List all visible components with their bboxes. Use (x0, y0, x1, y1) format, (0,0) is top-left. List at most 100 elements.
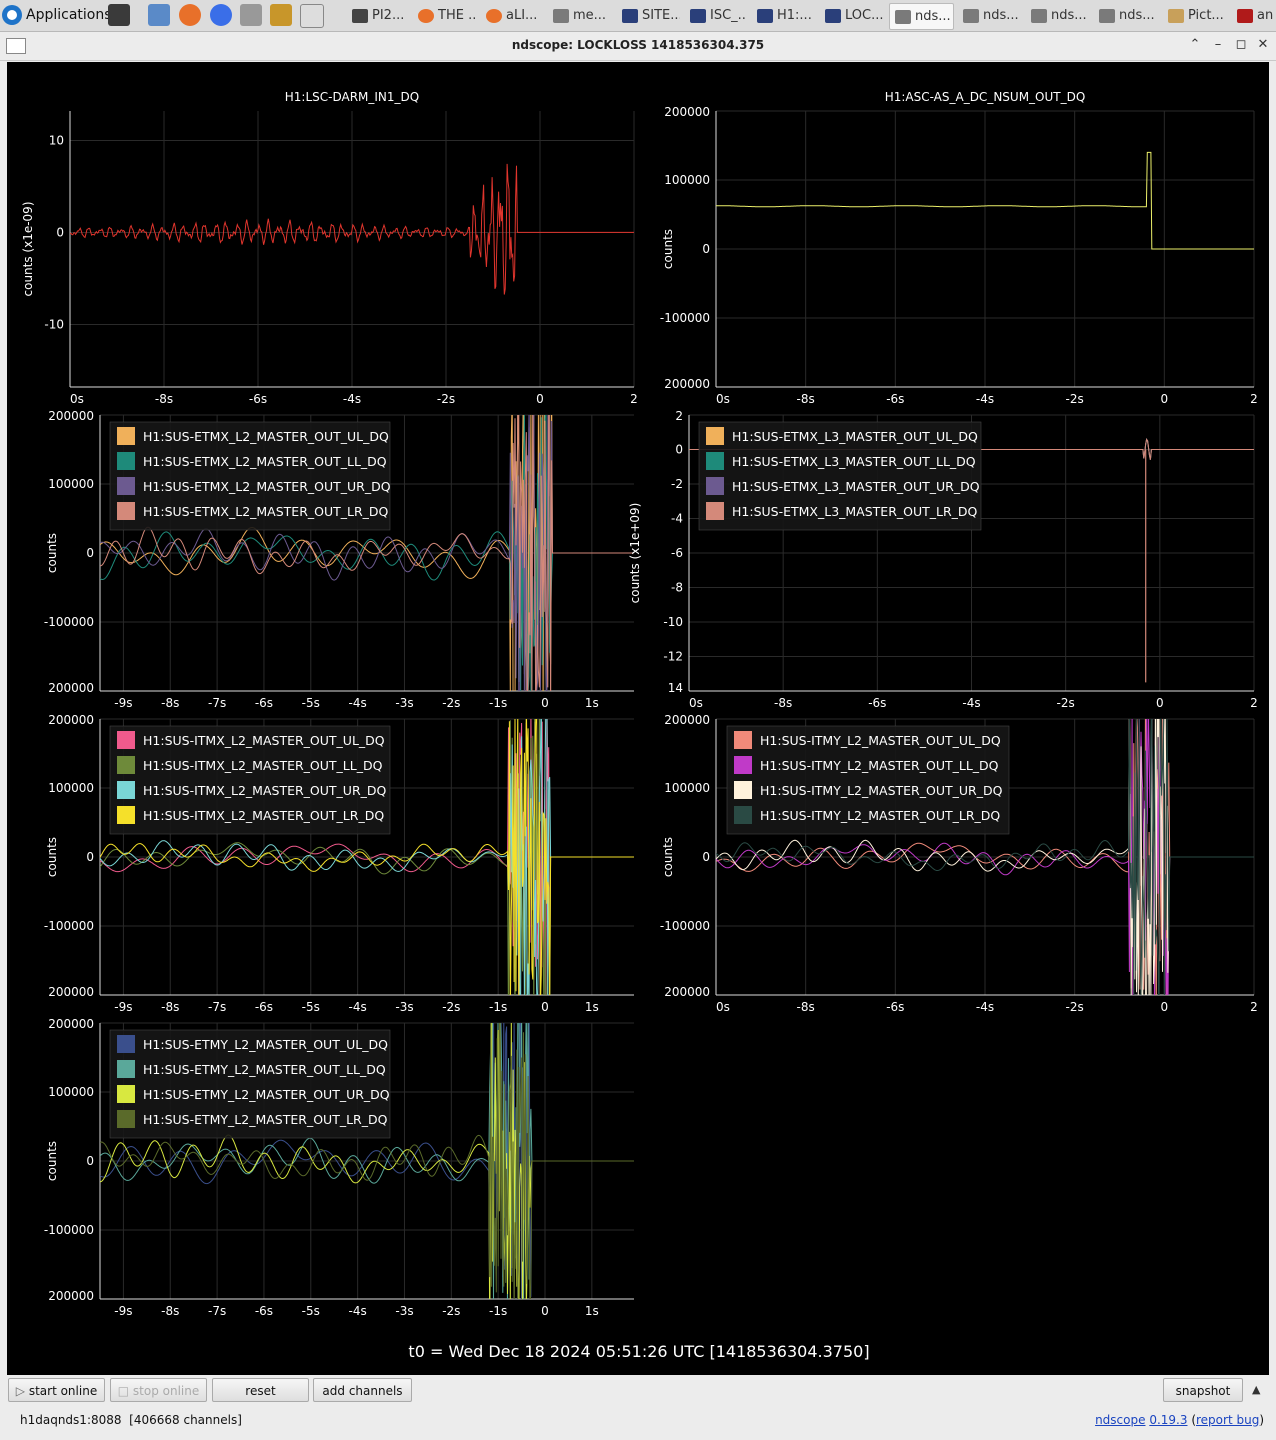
text-editor-launcher-icon[interactable] (300, 4, 324, 28)
legend-entry[interactable]: H1:SUS-ETMX_L2_MASTER_OUT_LR_DQ (143, 504, 389, 519)
x-tick-label: 0 (1161, 392, 1169, 406)
y-tick-label: 0 (702, 242, 710, 256)
plot-panel[interactable]: 0s -8s -6s -4s -2s 0 2 200000 100000 0 -100000 2000… (660, 688, 1258, 1028)
x-tick-label: 0s (689, 696, 703, 710)
taskbar-task[interactable]: PI2... (347, 3, 409, 28)
legend-entry[interactable]: H1:SUS-ETMX_L3_MASTER_OUT_UL_DQ (732, 429, 978, 444)
series-trace (716, 719, 1254, 995)
plot-panel[interactable]: -9s -8s -7s -6s -5s -4s -3s -2s -1s 0 1s 200000 1000… (44, 382, 634, 725)
series-trace (100, 719, 634, 995)
taskbar-task[interactable]: THE ... (413, 3, 476, 28)
plot-panel[interactable]: H1:LSC-DARM_IN1_DQ 0s -8s -6s -4s -2s 0 2 10 0 -10… (21, 90, 638, 406)
taskbar-task[interactable]: nds... (958, 3, 1021, 28)
legend-entry[interactable]: H1:SUS-ITMX_L2_MASTER_OUT_LL_DQ (143, 758, 383, 773)
legend-entry[interactable]: H1:SUS-ETMY_L2_MASTER_OUT_UR_DQ (143, 1087, 390, 1102)
y-tick-label: 200000 (48, 1289, 94, 1303)
users-launcher-icon[interactable] (270, 4, 292, 26)
legend-entry[interactable]: H1:SUS-ETMY_L2_MASTER_OUT_LL_DQ (143, 1062, 386, 1077)
x-tick-label: -2s (437, 392, 455, 406)
stop-icon: □ (117, 1384, 133, 1398)
legend-entry[interactable]: H1:SUS-ETMX_L3_MASTER_OUT_LL_DQ (732, 454, 976, 469)
x-tick-label: 1s (585, 1000, 599, 1014)
share-launcher-icon[interactable] (240, 4, 262, 26)
maximize-icon[interactable]: ◻ (1235, 37, 1247, 52)
minimize-icon[interactable]: – (1214, 37, 1222, 52)
legend-swatch (117, 806, 135, 824)
shade-up-icon[interactable]: ⌃ (1189, 37, 1201, 52)
applications-menu[interactable]: Applications (2, 3, 112, 27)
legend-entry[interactable]: H1:SUS-ITMY_L2_MASTER_OUT_LL_DQ (760, 758, 999, 773)
chromium-launcher-icon[interactable] (210, 4, 232, 26)
window-title: ndscope: LOCKLOSS 1418536304.375 (511, 38, 765, 52)
taskbar-task-label: me... (573, 8, 607, 23)
legend-swatch (117, 781, 135, 799)
legend-entry[interactable]: H1:SUS-ETMY_L2_MASTER_OUT_LR_DQ (143, 1112, 388, 1127)
taskbar-task[interactable]: an (1232, 3, 1276, 28)
taskbar-task[interactable]: SITE... (617, 3, 680, 28)
y-axis-label: counts (45, 1141, 59, 1181)
x-tick-label: -3s (395, 1000, 413, 1014)
monitor-icon (622, 8, 638, 23)
y-tick-label: 2 (675, 409, 683, 423)
monitor-icon (757, 8, 773, 23)
firefox-icon (418, 8, 434, 23)
x-tick-label: -7s (208, 696, 226, 710)
window-icon (963, 8, 979, 23)
legend-entry[interactable]: H1:SUS-ITMX_L2_MASTER_OUT_UR_DQ (143, 783, 387, 798)
start-online-button[interactable]: ▷ start online (8, 1378, 105, 1402)
x-tick-label: 2 (1250, 392, 1258, 406)
report-bug-link[interactable]: report bug (1196, 1413, 1260, 1427)
x-tick-label: -4s (343, 392, 361, 406)
taskbar-task[interactable]: nds... (1094, 3, 1157, 28)
legend-entry[interactable]: H1:SUS-ETMX_L3_MASTER_OUT_LR_DQ (732, 504, 978, 519)
taskbar-task[interactable]: me... (548, 3, 611, 28)
version-link[interactable]: 0.19.3 (1149, 1413, 1188, 1427)
x-tick-label: -2s (1066, 392, 1084, 406)
close-icon[interactable]: ✕ (1257, 37, 1269, 52)
y-tick-label: 0 (86, 546, 94, 560)
plot-panel[interactable]: -9s -8s -7s -6s -5s -4s -3s -2s -1s 0 1s 200000 1000… (44, 687, 634, 1028)
taskbar-task[interactable]: aLI... (481, 3, 543, 28)
x-tick-label: 2 (1250, 696, 1258, 710)
ndscope-link[interactable]: ndscope (1095, 1413, 1146, 1427)
plots-canvas[interactable]: H1:LSC-DARM_IN1_DQ 0s -8s -6s -4s -2s 0 2 10 0 -10… (7, 62, 1269, 1375)
taskbar-task[interactable]: ISC_... (685, 3, 747, 28)
legend-entry[interactable]: H1:SUS-ITMX_L2_MASTER_OUT_UL_DQ (143, 733, 385, 748)
legend-entry[interactable]: H1:SUS-ETMX_L3_MASTER_OUT_UR_DQ (732, 479, 980, 494)
panel-expand-icon[interactable]: ▲ (1252, 1383, 1261, 1396)
stop-online-button[interactable]: □ stop online (110, 1378, 207, 1402)
firefox-launcher-icon[interactable] (179, 4, 201, 26)
legend-entry[interactable]: H1:SUS-ETMX_L2_MASTER_OUT_UL_DQ (143, 429, 389, 444)
plot-panel[interactable]: 0s -8s -6s -4s -2s 0 2 2 0 -2 -4 -6 -8 -10 -12 14 counts… (628, 409, 1258, 710)
x-tick-label: 2 (1250, 1000, 1258, 1014)
taskbar-task[interactable]: nds... (1026, 3, 1089, 28)
taskbar-task-label: THE ... (438, 8, 476, 23)
taskbar-task[interactable]: H1:... (752, 3, 815, 28)
add-channels-button[interactable]: add channels (313, 1378, 412, 1402)
snapshot-button[interactable]: snapshot (1163, 1378, 1243, 1402)
plot-panel[interactable]: -9s -8s -7s -6s -5s -4s -3s -2s -1s 0 1s 200000 1000… (44, 994, 634, 1332)
legend-entry[interactable]: H1:SUS-ITMY_L2_MASTER_OUT_UR_DQ (760, 783, 1003, 798)
legend-entry[interactable]: H1:SUS-ETMY_L2_MASTER_OUT_UL_DQ (143, 1037, 388, 1052)
plot-panel[interactable]: H1:ASC-AS_A_DC_NSUM_OUT_DQ 0s -8s -6s -4s -2s… (660, 90, 1258, 406)
file-manager-launcher-icon[interactable] (148, 4, 170, 26)
taskbar-task[interactable]: nds... (889, 3, 954, 30)
taskbar-task-label: Pict... (1188, 8, 1224, 23)
series-trace (100, 719, 634, 995)
x-tick-label: -1s (489, 1304, 507, 1318)
legend-entry[interactable]: H1:SUS-ITMY_L2_MASTER_OUT_UL_DQ (760, 733, 1001, 748)
window-menu-icon[interactable] (6, 38, 26, 54)
legend-entry[interactable]: H1:SUS-ETMX_L2_MASTER_OUT_UR_DQ (143, 479, 391, 494)
x-tick-label: 0 (1156, 696, 1164, 710)
play-icon: ▷ (15, 1384, 29, 1398)
taskbar-task[interactable]: Pict... (1163, 3, 1226, 28)
taskbar-task-label: ISC_... (710, 8, 747, 23)
legend-entry[interactable]: H1:SUS-ETMX_L2_MASTER_OUT_LL_DQ (143, 454, 387, 469)
x-tick-label: 0s (716, 1000, 730, 1014)
legend-entry[interactable]: H1:SUS-ITMY_L2_MASTER_OUT_LR_DQ (760, 808, 1000, 823)
terminal-launcher-icon[interactable] (108, 4, 130, 26)
plot-area[interactable]: H1:LSC-DARM_IN1_DQ 0s -8s -6s -4s -2s 0 2 10 0 -10… (7, 62, 1269, 1375)
taskbar-task[interactable]: LOC... (820, 3, 883, 28)
reset-button[interactable]: reset (212, 1378, 309, 1402)
legend-entry[interactable]: H1:SUS-ITMX_L2_MASTER_OUT_LR_DQ (143, 808, 384, 823)
